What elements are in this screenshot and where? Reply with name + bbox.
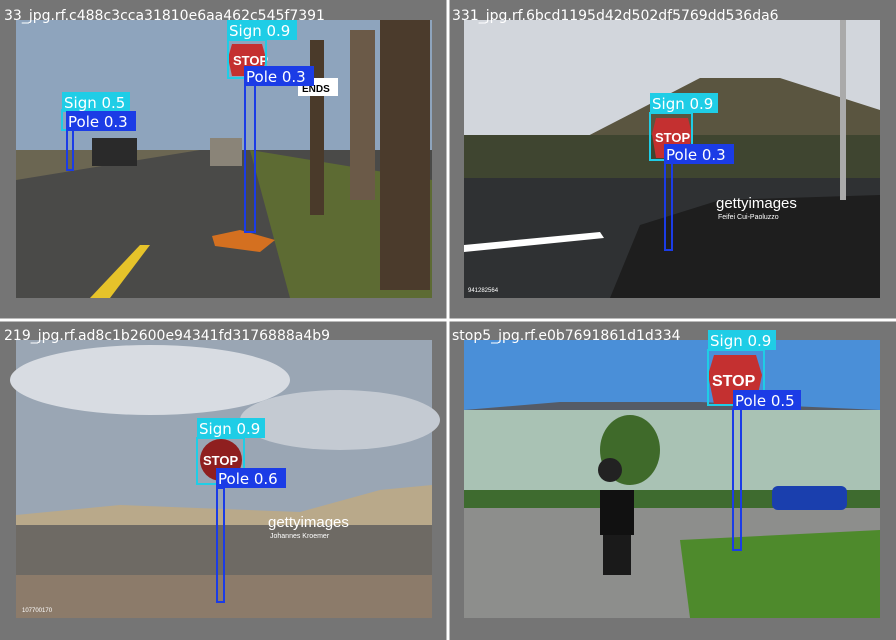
shape <box>610 195 880 298</box>
shape <box>733 390 801 410</box>
shape <box>840 20 846 200</box>
detection-label: Sign 0.9 <box>710 332 771 350</box>
detection-label: Pole 0.3 <box>68 113 128 131</box>
shape <box>680 530 880 618</box>
detection-label: Sign 0.9 <box>229 22 290 40</box>
detection-label: Pole 0.3 <box>666 146 726 164</box>
shape <box>90 245 150 298</box>
sign-text: STOP <box>655 130 690 145</box>
watermark: 107700170 <box>22 608 53 614</box>
detection-label: Sign 0.9 <box>199 420 260 438</box>
shape <box>650 93 718 113</box>
detection-label: Pole 0.6 <box>218 470 278 488</box>
shape <box>210 138 242 166</box>
shape <box>600 490 634 535</box>
filename: 331_jpg.rf.6bcd1195d42d502df5769dd536da6 <box>452 8 779 24</box>
detection-label: Sign 0.5 <box>64 94 125 112</box>
shape <box>240 390 440 450</box>
sign-text: STOP <box>233 53 268 68</box>
watermark: Johannes Kroemer <box>270 533 330 540</box>
watermark: Feifei Cui-Paoluzzo <box>718 214 779 221</box>
shape <box>62 92 130 112</box>
shape <box>464 232 604 252</box>
shape <box>197 418 265 438</box>
shape <box>380 20 430 290</box>
shape <box>708 330 776 350</box>
shape <box>92 138 137 166</box>
filename: 219_jpg.rf.ad8c1b2600e94341fd3176888a4b9 <box>4 328 330 344</box>
photo <box>464 340 880 618</box>
shape <box>598 458 622 482</box>
watermark: 941282564 <box>468 288 499 294</box>
shape <box>244 66 314 86</box>
sign-text: STOP <box>712 373 756 390</box>
detection-label: Pole 0.5 <box>735 392 795 410</box>
shape <box>216 468 286 488</box>
photo <box>16 20 432 298</box>
sign-text: ENDS <box>302 84 330 95</box>
shape <box>664 144 734 164</box>
shape <box>227 20 297 40</box>
shape <box>772 486 847 510</box>
watermark: gettyimages <box>268 514 349 531</box>
shape <box>350 30 375 200</box>
shape <box>212 230 275 252</box>
watermark: gettyimages <box>716 195 797 212</box>
shape <box>464 410 880 490</box>
filename: stop5_jpg.rf.e0b7691861d1d334 <box>452 328 681 344</box>
shape <box>603 535 631 575</box>
shape <box>16 485 432 530</box>
shape <box>10 345 290 415</box>
detection-label: Pole 0.3 <box>246 68 306 86</box>
detection-label: Sign 0.9 <box>652 95 713 113</box>
shape <box>66 111 136 131</box>
sign-text: STOP <box>203 453 238 468</box>
